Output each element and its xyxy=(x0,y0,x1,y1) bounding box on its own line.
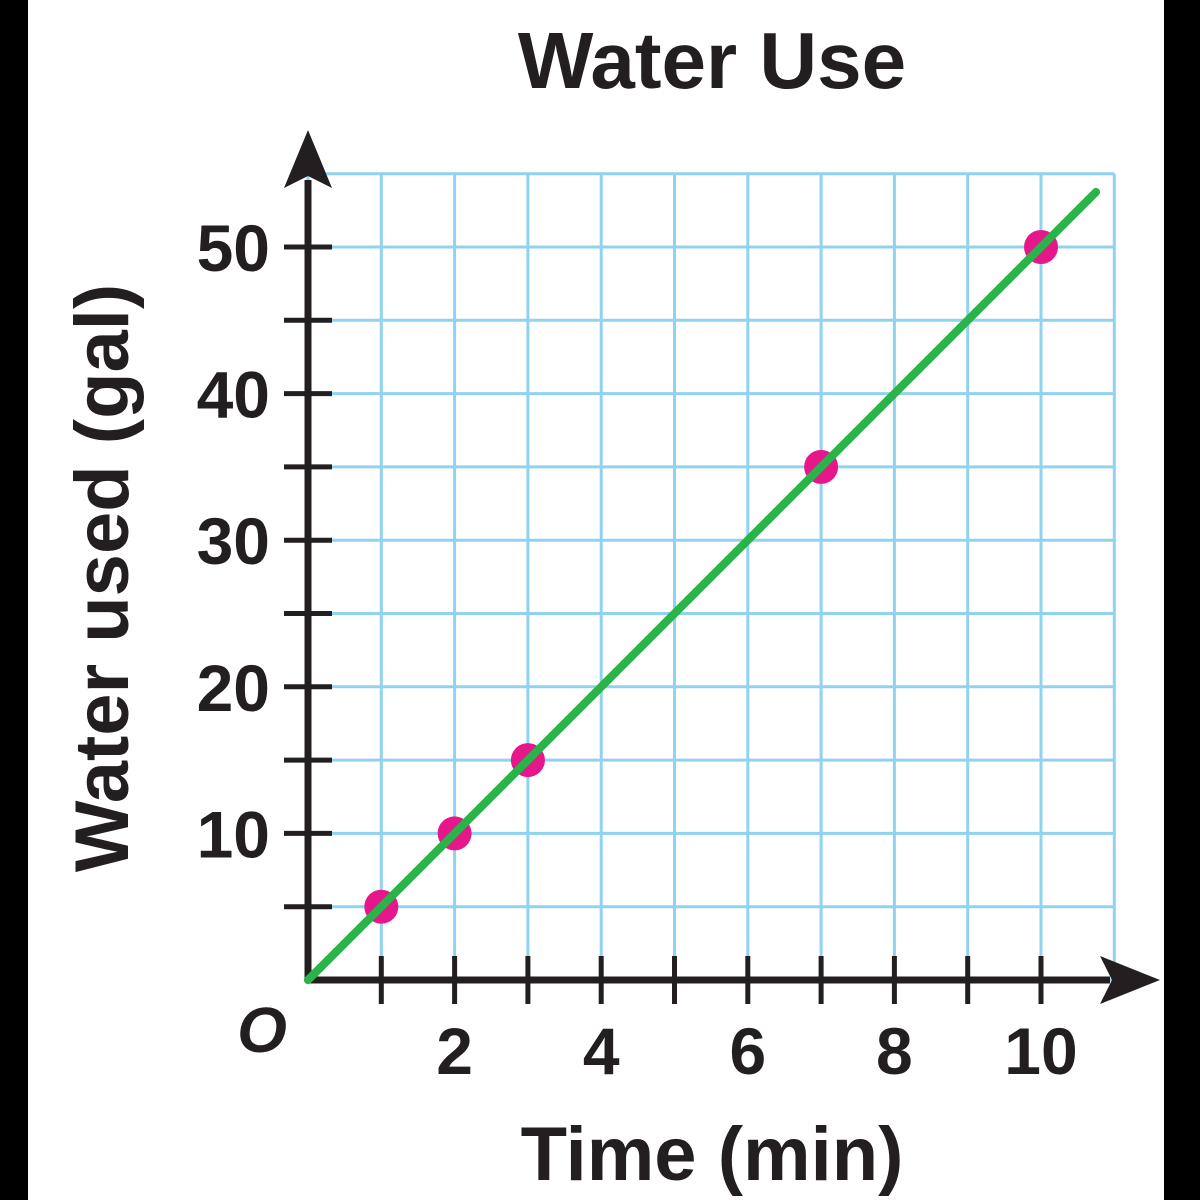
y-tick-label: 10 xyxy=(197,797,270,871)
y-tick-label: 40 xyxy=(197,358,270,432)
y-tick-label: 20 xyxy=(197,651,270,725)
chart-page xyxy=(28,0,1164,1200)
y-tick-label: 50 xyxy=(197,211,270,285)
x-tick-label: 2 xyxy=(436,1014,473,1088)
x-axis-arrow xyxy=(1100,956,1160,1004)
tick-labels: 2 4 6 8 10 10 20 30 40 50 xyxy=(197,211,1078,1088)
y-axis-arrow xyxy=(284,130,332,188)
y-axis-label: Water used (gal) xyxy=(60,284,145,872)
chart-title: Water Use xyxy=(518,16,906,105)
x-tick-label: 10 xyxy=(1004,1014,1077,1088)
axes xyxy=(284,130,1160,1004)
x-axis-label: Time (min) xyxy=(521,1112,904,1197)
trend-line-overlay xyxy=(304,188,1100,984)
tick-marks xyxy=(284,244,1044,1004)
series xyxy=(304,188,1100,984)
origin-label: O xyxy=(237,994,287,1066)
x-tick-label: 6 xyxy=(729,1014,766,1088)
x-tick-label: 4 xyxy=(583,1014,620,1088)
x-tick-label: 8 xyxy=(876,1014,913,1088)
y-tick-label: 30 xyxy=(197,504,270,578)
